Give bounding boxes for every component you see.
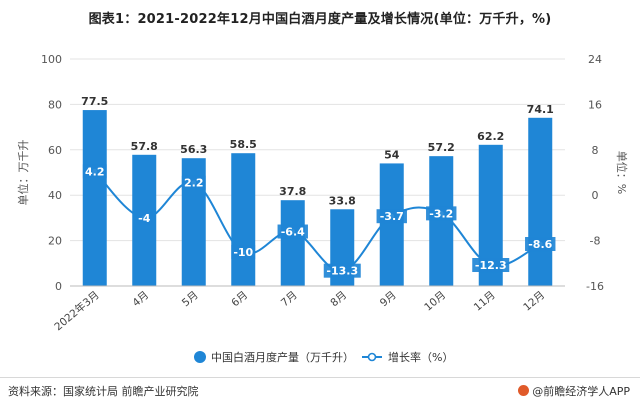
bar-value-label: 33.8 (329, 194, 356, 207)
x-tick-label: 5月 (180, 289, 201, 309)
brand-credit: @前瞻经济学人APP (518, 383, 630, 399)
bar-value-label: 77.5 (81, 95, 108, 108)
growth-label-bg (181, 175, 206, 190)
bar-value-label: 58.5 (230, 138, 257, 151)
growth-value-label: -3.7 (380, 210, 404, 223)
y2-tick-label: -8 (590, 235, 601, 248)
growth-label-bg (323, 263, 361, 278)
growth-value-label: -12.3 (475, 259, 507, 272)
growth-value-label: -10 (233, 246, 253, 259)
growth-value-label: -8.6 (528, 238, 552, 251)
growth-value-label: -4 (138, 212, 151, 225)
bar (429, 156, 454, 286)
growth-label-bg (231, 244, 256, 259)
y-tick-label: 20 (48, 235, 62, 248)
footer-divider (0, 377, 640, 378)
y2-tick-label: 24 (588, 53, 602, 66)
y-tick-label: 60 (48, 144, 62, 157)
y2-tick-label: 8 (592, 144, 599, 157)
legend-bar-icon (194, 351, 206, 363)
growth-value-label: 2.2 (184, 177, 204, 190)
growth-label-bg (82, 164, 107, 179)
bar (231, 153, 256, 286)
x-tick-label: 10月 (422, 289, 448, 314)
bar (82, 110, 107, 286)
legend-bar-label: 中国白酒月度产量（万千升） (211, 350, 354, 364)
bar-value-label: 74.1 (527, 103, 554, 116)
legend: 中国白酒月度产量（万千升） 增长率（%） (194, 350, 453, 364)
y2-tick-label: -16 (586, 280, 604, 293)
brand-logo-icon (518, 385, 530, 396)
chart-title: 图表1：2021-2022年12月中国白酒月度产量及增长情况(单位：万千升，%) (88, 12, 552, 27)
y2-axis-title: 单位：% (615, 151, 629, 194)
bar (280, 200, 305, 286)
growth-value-label: -6.4 (281, 226, 305, 239)
chart: 77.5 57.8 56.3 58.5 37.8 33.8 54 57.2 62.2 74.1 4.… (16, 53, 629, 364)
bar-value-label: 57.8 (131, 140, 158, 153)
bar (379, 163, 404, 286)
x-tick-label: 2022年3月 (52, 288, 102, 333)
x-tick-label: 11月 (472, 289, 498, 314)
legend-line-label: 增长率（%） (388, 350, 453, 364)
brand-text: @前瞻经济学人APP (532, 385, 630, 398)
x-tick-label: 8月 (328, 289, 349, 309)
x-tick-label: 12月 (521, 289, 547, 314)
bar-value-label: 54 (384, 148, 400, 161)
y-tick-label: 80 (48, 98, 62, 111)
growth-label-bg (376, 209, 407, 224)
growth-label-bg (472, 258, 510, 273)
y2-tick-label: 16 (588, 98, 602, 111)
y-axis-title: 单位：万千升 (16, 140, 30, 206)
growth-value-label: 4.2 (85, 165, 105, 178)
data-labels: 77.5 57.8 56.3 58.5 37.8 33.8 54 57.2 62.2 74.1 4.… (81, 95, 556, 278)
x-tick-label: 6月 (229, 289, 250, 309)
x-tick-label: 7月 (279, 289, 300, 309)
x-tick-label: 9月 (378, 289, 399, 309)
y-tick-label: 100 (41, 53, 62, 66)
growth-value-label: -3.2 (429, 207, 453, 220)
y2-tick-label: 0 (592, 189, 599, 202)
source-note: 资料来源：国家统计局 前瞻产业研究院 (8, 385, 199, 398)
bar-value-label: 57.2 (428, 141, 455, 154)
growth-line-path (94, 170, 541, 272)
y-tick-label: 0 (55, 280, 62, 293)
bar-value-label: 56.3 (180, 143, 207, 156)
bar (528, 117, 553, 286)
y-tick-label: 40 (48, 189, 62, 202)
growth-label-bg (426, 206, 457, 221)
bar-value-label: 37.8 (279, 185, 306, 198)
growth-label-bg (135, 210, 153, 225)
growth-label-bg (525, 237, 556, 252)
legend-line-marker (367, 352, 377, 362)
x-tick-label: 4月 (130, 289, 151, 309)
growth-label-bg (277, 224, 308, 239)
bar-value-label: 62.2 (477, 130, 504, 143)
growth-value-label: -13.3 (326, 265, 358, 278)
